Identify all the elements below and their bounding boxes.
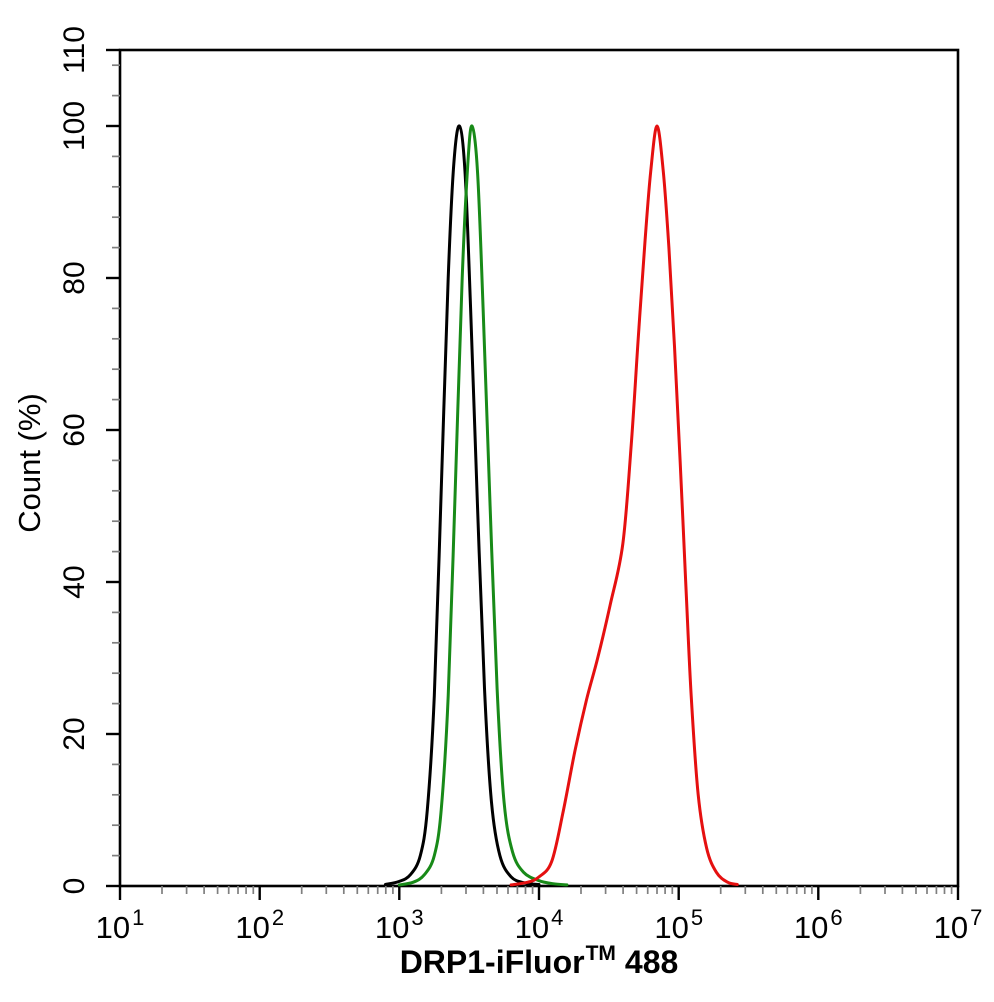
axes-layer: 101 102 103 104 105 106 107 0 20 40 60 80 100 110 bbox=[58, 26, 982, 945]
curve-green-curve bbox=[397, 124, 569, 887]
curve-red-curve bbox=[509, 124, 739, 887]
x-tick-label: 102 bbox=[235, 905, 284, 945]
y-tick-label: 80 bbox=[58, 261, 91, 294]
x-tick-label: 105 bbox=[654, 905, 703, 945]
y-axis-title: Count (%) bbox=[12, 393, 47, 533]
x-tick-label: 101 bbox=[96, 905, 145, 945]
y-tick-label: 40 bbox=[58, 565, 91, 598]
x-axis-title-suffix: 488 bbox=[625, 944, 678, 980]
x-tick-label: 103 bbox=[375, 905, 424, 945]
curves-layer bbox=[383, 124, 739, 887]
x-axis-title: DRP1-iFluorTM 488 bbox=[400, 942, 679, 980]
curve-black-curve bbox=[383, 124, 541, 886]
x-tick-label: 104 bbox=[515, 905, 564, 945]
y-tick-label: 0 bbox=[58, 878, 91, 895]
x-axis-title-main: DRP1-iFluor bbox=[400, 944, 585, 980]
x-tick-label: 107 bbox=[934, 905, 983, 945]
y-tick-label: 110 bbox=[58, 26, 91, 74]
x-axis-title-trademark: TM bbox=[586, 942, 616, 965]
y-tick-label: 100 bbox=[58, 101, 91, 151]
y-tick-label: 60 bbox=[58, 413, 91, 446]
x-tick-label: 106 bbox=[794, 905, 843, 945]
y-tick-label: 20 bbox=[58, 717, 91, 750]
plot-border bbox=[118, 48, 960, 888]
